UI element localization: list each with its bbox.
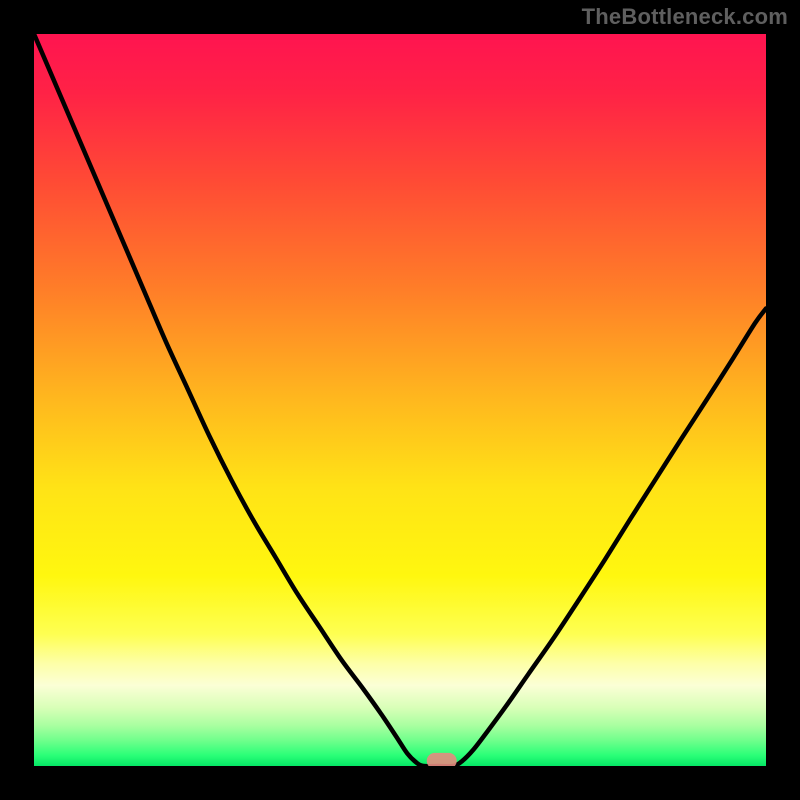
plot-background bbox=[34, 34, 766, 766]
watermark-text: TheBottleneck.com bbox=[582, 4, 788, 30]
bottleneck-chart bbox=[0, 0, 800, 800]
chart-stage: TheBottleneck.com bbox=[0, 0, 800, 800]
